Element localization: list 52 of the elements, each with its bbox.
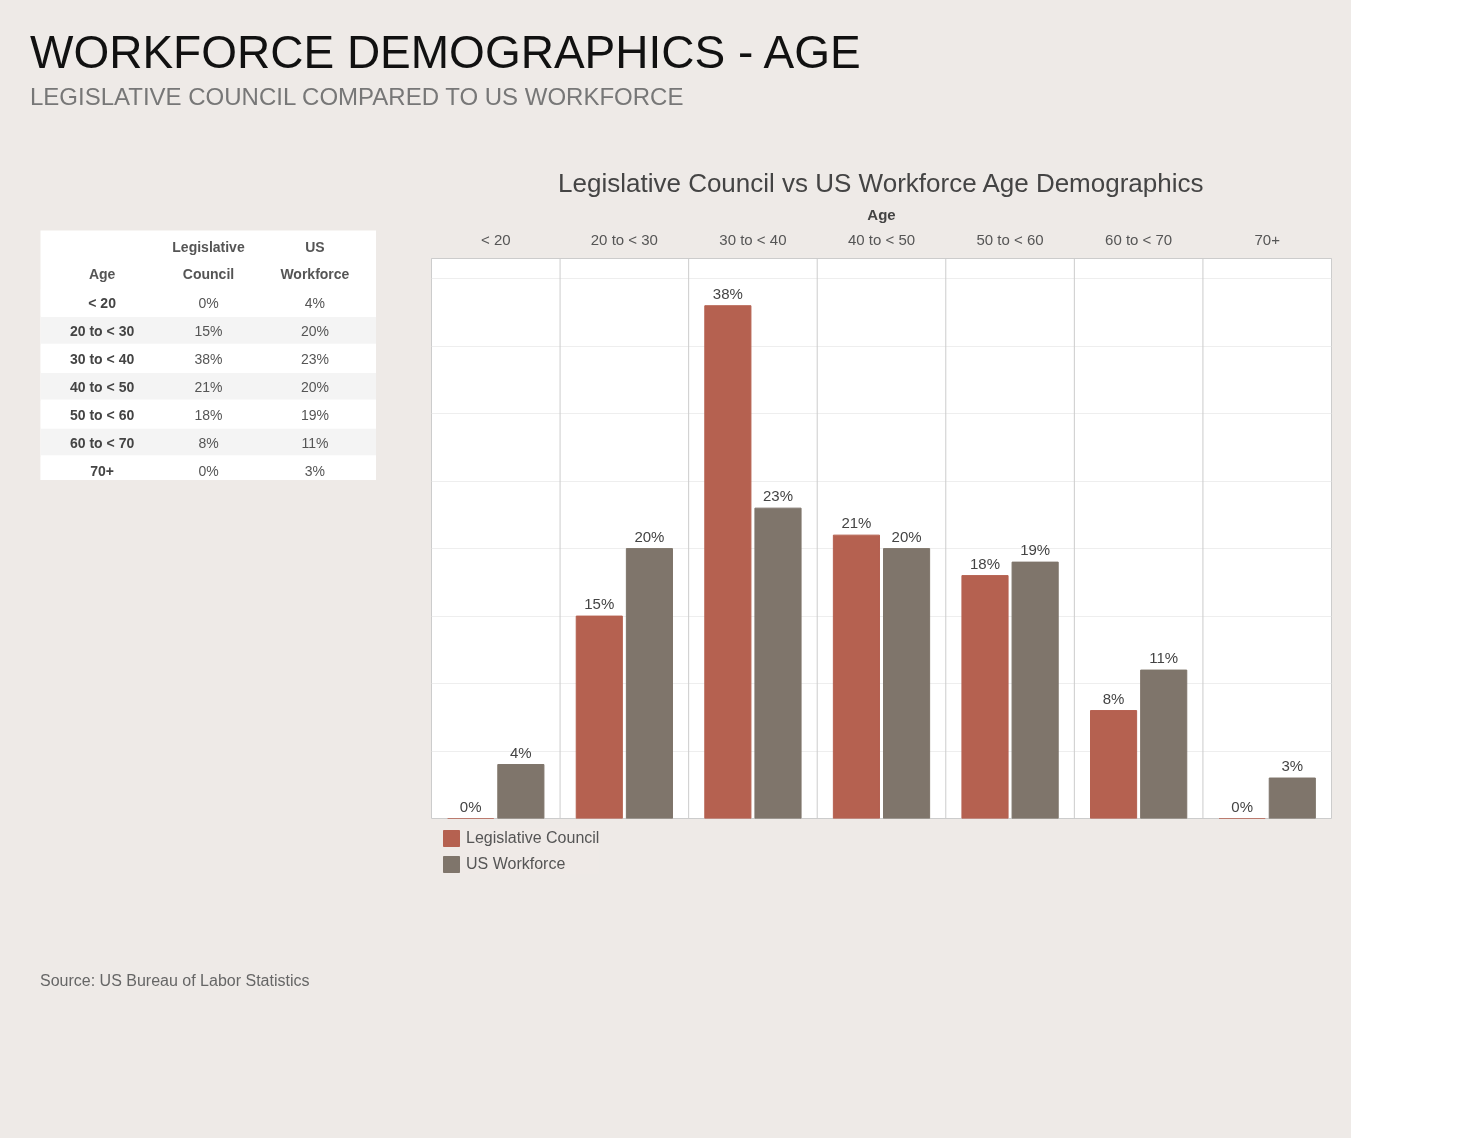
data-label: 23% (762, 487, 794, 505)
chart-title: WORKFORCE DEMOGRAPHICS - AGE (30, 26, 861, 78)
data-label: 19% (1020, 541, 1051, 559)
x-tick-label: 60 to < 70 (1105, 230, 1173, 248)
text: 8% (198, 434, 219, 451)
text: 19% (300, 406, 329, 423)
data-label: 21% (841, 514, 872, 532)
text: 0% (198, 295, 219, 312)
category-label: 60 to < 70 (70, 434, 135, 451)
text: Legislative Council (172, 238, 245, 283)
text: 21% (194, 378, 223, 395)
category-label: 30 to < 40 (70, 350, 135, 367)
text: 4% (304, 295, 326, 312)
data-label: 4% (510, 743, 532, 761)
text: 20% (300, 378, 329, 395)
x-tick-label: 30 to < 40 (719, 230, 787, 248)
x-axis-title: Age (867, 205, 896, 223)
x-tick-label: 20 to < 30 (590, 230, 658, 248)
x-tick-label: < 20 (480, 230, 511, 248)
text: Age (88, 266, 116, 283)
category-label: < 20 (88, 295, 116, 312)
x-tick-label: 50 to < 60 (976, 230, 1044, 248)
data-label: 11% (1149, 649, 1179, 667)
data-label: 0% (1231, 797, 1253, 815)
text: 18% (194, 406, 223, 423)
data-label: 8% (1102, 689, 1125, 707)
text: Legislative Council vs US Workforce Age Demographics (558, 167, 1204, 198)
x-tick-label: 40 to < 50 (847, 230, 916, 248)
text: 3% (304, 462, 326, 479)
data-label: 20% (891, 527, 922, 545)
category-label: 50 to < 60 (70, 406, 135, 423)
text: US Workforce (280, 238, 350, 283)
category-label: 40 to < 50 (70, 378, 135, 395)
text: 23% (300, 350, 329, 367)
data-label: 18% (969, 554, 1001, 572)
legend-label: Legislative Council (466, 829, 600, 847)
data-label: 38% (712, 284, 743, 302)
legend-label: US Workforce (466, 855, 566, 873)
text: 11% (301, 434, 329, 451)
text: 15% (194, 323, 223, 340)
chart-subtitle: LEGISLATIVE COUNCIL COMPARED TO US WORKFORCE (30, 82, 684, 112)
category-label: 20 to < 30 (70, 323, 135, 340)
text: 0% (198, 462, 219, 479)
category-label: 70+ (90, 462, 114, 479)
x-tick-label: 70+ (1254, 230, 1281, 248)
data-label: 15% (584, 595, 615, 613)
text: 20% (300, 323, 329, 340)
data-label: 3% (1281, 757, 1304, 775)
data-label: 20% (634, 527, 665, 545)
data-label: 0% (459, 797, 482, 815)
source-note: Source: US Bureau of Labor Statistics (40, 971, 310, 991)
text: 38% (194, 350, 223, 367)
